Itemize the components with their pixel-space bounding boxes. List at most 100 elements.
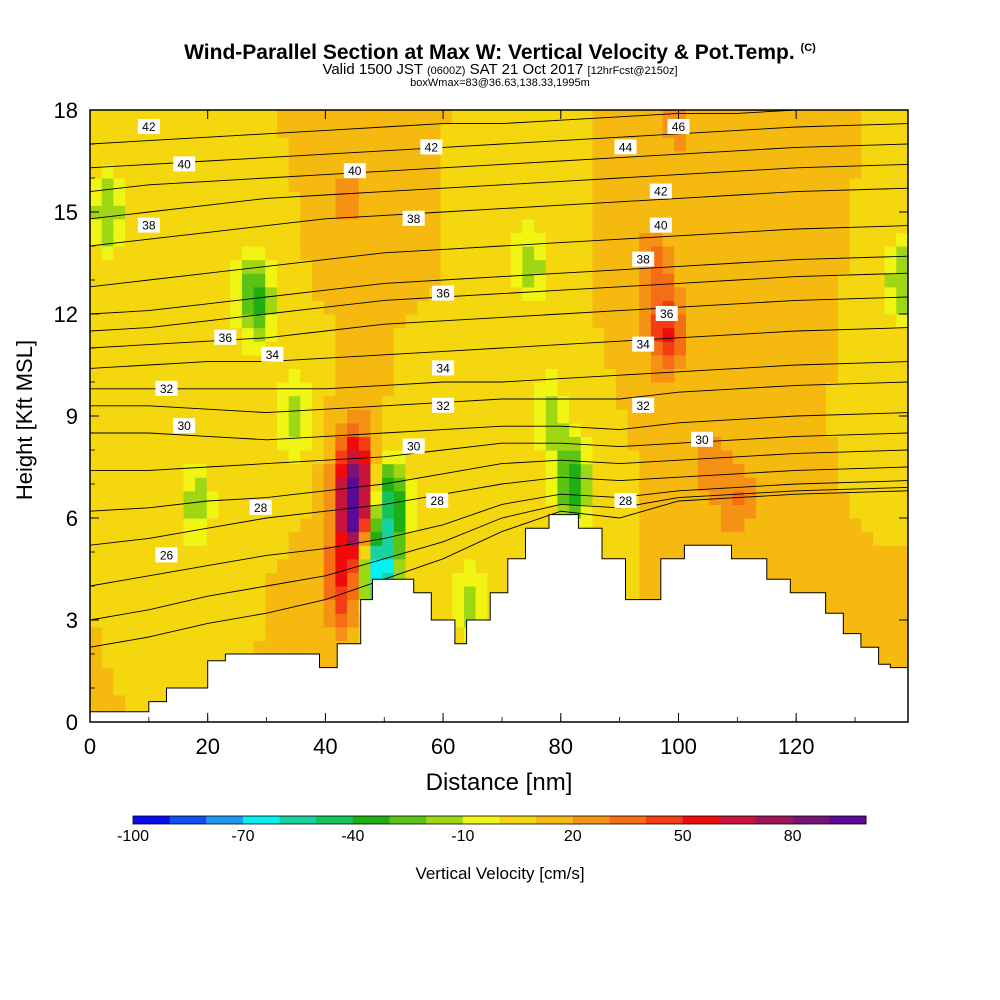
- contour-label-text: 30: [177, 419, 191, 433]
- velocity-cell: [113, 286, 126, 301]
- velocity-cell: [861, 504, 874, 519]
- velocity-cell: [861, 178, 874, 193]
- velocity-cell: [171, 586, 185, 601]
- velocity-cell: [276, 531, 290, 546]
- velocity-cell: [428, 327, 442, 342]
- velocity-cell: [358, 490, 372, 505]
- velocity-cell: [206, 463, 220, 478]
- velocity-cell: [580, 450, 594, 465]
- velocity-cell: [779, 490, 792, 505]
- velocity-cell: [101, 531, 114, 546]
- velocity-cell: [721, 422, 734, 437]
- velocity-cell: [335, 273, 348, 288]
- velocity-cell: [417, 409, 430, 424]
- velocity-cell: [125, 137, 138, 152]
- velocity-cell: [837, 191, 851, 206]
- velocity-cell: [814, 395, 827, 410]
- velocity-cell: [276, 422, 290, 437]
- velocity-cell: [323, 518, 336, 533]
- velocity-cell: [300, 300, 313, 315]
- velocity-cell: [580, 463, 594, 478]
- velocity-cell: [160, 368, 173, 383]
- velocity-cell: [440, 205, 453, 220]
- velocity-cell: [323, 450, 336, 465]
- velocity-cell: [206, 314, 220, 329]
- velocity-cell: [230, 626, 243, 641]
- velocity-cell: [300, 110, 313, 125]
- velocity-cell: [171, 191, 185, 206]
- velocity-cell: [756, 518, 769, 533]
- velocity-cell: [522, 259, 535, 274]
- velocity-cell: [837, 490, 851, 505]
- velocity-cell: [241, 640, 255, 655]
- y-tick-label: 3: [66, 608, 78, 633]
- velocity-cell: [405, 477, 418, 492]
- velocity-cell: [463, 205, 477, 220]
- velocity-cell: [125, 681, 138, 696]
- velocity-cell: [791, 232, 804, 247]
- velocity-cell: [849, 205, 862, 220]
- velocity-cell: [195, 558, 208, 573]
- velocity-cell: [347, 341, 360, 356]
- velocity-cell: [685, 531, 699, 546]
- velocity-cell: [323, 137, 336, 152]
- y-tick-label: 9: [66, 404, 78, 429]
- velocity-cell: [101, 626, 114, 641]
- velocity-cell: [569, 436, 582, 451]
- velocity-cell: [335, 545, 348, 560]
- velocity-cell: [732, 314, 745, 329]
- velocity-cell: [685, 395, 699, 410]
- theta-contour-38: [90, 187, 908, 247]
- contour-label-text: 42: [142, 120, 156, 134]
- velocity-cell: [522, 422, 535, 437]
- velocity-cell: [113, 422, 126, 437]
- velocity-cell: [779, 545, 792, 560]
- velocity-cell: [522, 327, 535, 342]
- velocity-cell: [428, 218, 442, 233]
- velocity-cell: [463, 327, 477, 342]
- velocity-cell: [802, 572, 816, 587]
- velocity-cell: [884, 368, 897, 383]
- velocity-cell: [113, 477, 126, 492]
- velocity-cell: [709, 327, 722, 342]
- velocity-cell: [300, 599, 313, 614]
- velocity-cell: [884, 422, 897, 437]
- velocity-cell: [171, 477, 185, 492]
- velocity-cell: [732, 259, 745, 274]
- velocity-cell: [253, 123, 266, 138]
- contour-label-bg: [261, 346, 284, 362]
- velocity-cell: [802, 164, 816, 179]
- velocity-cell: [674, 246, 687, 261]
- velocity-cell: [358, 110, 372, 125]
- velocity-cell: [101, 545, 114, 560]
- velocity-cell: [499, 382, 512, 397]
- velocity-cell: [802, 246, 816, 261]
- velocity-cell: [300, 463, 313, 478]
- velocity-cell: [499, 205, 512, 220]
- velocity-cell: [756, 314, 769, 329]
- velocity-cell: [510, 477, 523, 492]
- velocity-cell: [779, 123, 792, 138]
- velocity-cell: [160, 164, 173, 179]
- velocity-cell: [90, 178, 103, 193]
- velocity-cell: [592, 246, 605, 261]
- velocity-cell: [639, 178, 652, 193]
- velocity-cell: [767, 450, 781, 465]
- velocity-cell: [872, 150, 886, 165]
- velocity-cell: [580, 395, 594, 410]
- velocity-cell: [545, 395, 559, 410]
- velocity-cell: [300, 613, 313, 628]
- velocity-cell: [884, 232, 897, 247]
- velocity-cell: [709, 368, 722, 383]
- velocity-cell: [241, 450, 255, 465]
- velocity-cell: [253, 286, 266, 301]
- velocity-cell: [440, 341, 453, 356]
- velocity-cell: [136, 558, 150, 573]
- velocity-cell: [639, 545, 652, 560]
- velocity-cell: [744, 232, 757, 247]
- velocity-cell: [884, 395, 897, 410]
- velocity-cell: [195, 477, 208, 492]
- velocity-cell: [545, 164, 559, 179]
- velocity-cell: [522, 205, 535, 220]
- velocity-cell: [861, 123, 874, 138]
